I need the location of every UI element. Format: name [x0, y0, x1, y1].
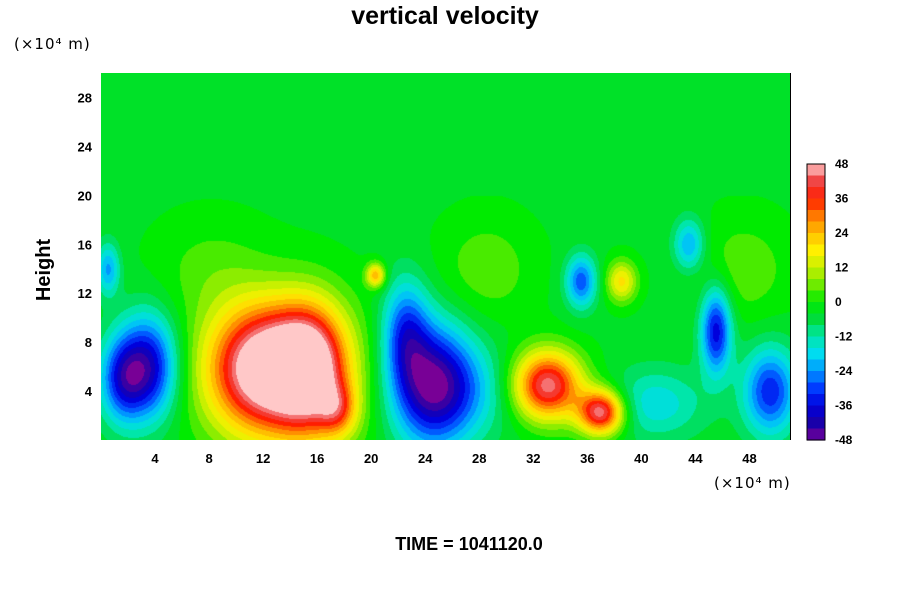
colorbar-swatch [807, 267, 825, 280]
y-tick-label: 28 [78, 90, 92, 105]
colorbar-swatch [807, 417, 825, 430]
x-tick-label: 4 [151, 451, 159, 466]
colorbar-swatch [807, 359, 825, 372]
colorbar-tick-label: -48 [835, 433, 853, 447]
colorbar-swatch [807, 428, 825, 441]
chart-title: vertical velocity [351, 2, 539, 30]
plot-area [101, 73, 790, 440]
colorbar-swatch [807, 371, 825, 384]
colorbar-swatch [807, 290, 825, 303]
y-axis-label: Height [33, 239, 55, 302]
colorbar-tick-label: -12 [835, 330, 853, 344]
colorbar-swatch [807, 198, 825, 211]
colorbar-tick-label: 12 [835, 261, 849, 275]
colorbar-tick-label: -36 [835, 399, 853, 413]
y-tick-label: 4 [85, 384, 93, 399]
x-tick-label: 48 [742, 451, 756, 466]
colorbar-tick-label: 24 [835, 226, 849, 240]
colorbar-swatch [807, 325, 825, 338]
colorbar-swatch [807, 256, 825, 269]
y-tick-label: 12 [78, 286, 92, 301]
colorbar-swatch [807, 233, 825, 246]
y-tick-label: 8 [85, 335, 92, 350]
x-tick-label: 36 [580, 451, 594, 466]
x-unit-label: (×10⁴ m) [714, 474, 791, 492]
colorbar-tick-label: 48 [835, 157, 849, 171]
colorbar-border [806, 163, 826, 441]
time-label: TIME = 1041120.0 [395, 534, 543, 554]
x-tick-label: 12 [256, 451, 270, 466]
x-tick-label: 44 [688, 451, 703, 466]
colorbar: 48 36 24 12 0 -12 -24 -36 -48 [806, 157, 853, 447]
colorbar-tick-label: 0 [835, 295, 842, 309]
colorbar-swatch [807, 302, 825, 315]
x-tick-label: 40 [634, 451, 648, 466]
colorbar-tick-label: 36 [835, 192, 849, 206]
x-tick-label: 28 [472, 451, 486, 466]
heatmap-canvas [101, 73, 790, 440]
colorbar-swatch [807, 279, 825, 292]
x-tick-labels: 4 8 12 16 20 24 28 32 36 40 44 48 [151, 451, 756, 466]
colorbar-swatch [807, 244, 825, 257]
colorbar-swatch [807, 336, 825, 349]
colorbar-swatch [807, 175, 825, 188]
colorbar-swatch [807, 348, 825, 361]
x-tick-label: 16 [310, 451, 324, 466]
y-tick-label: 24 [78, 139, 93, 154]
x-tick-label: 8 [205, 451, 212, 466]
colorbar-swatch [807, 382, 825, 395]
colorbar-swatch [807, 210, 825, 223]
colorbar-swatch [807, 187, 825, 200]
y-tick-labels: 4 8 12 16 20 24 28 [78, 90, 93, 399]
colorbar-swatch [807, 394, 825, 407]
y-tick-label: 20 [78, 188, 92, 203]
colorbar-swatch [807, 405, 825, 418]
colorbar-swatch [807, 313, 825, 326]
y-tick-label: 16 [78, 237, 92, 252]
x-tick-label: 32 [526, 451, 540, 466]
colorbar-swatch [807, 221, 825, 234]
x-tick-label: 24 [418, 451, 433, 466]
y-unit-label: (×10⁴ m) [14, 35, 91, 53]
colorbar-tick-label: -24 [835, 364, 853, 378]
colorbar-swatch [807, 164, 825, 177]
x-tick-label: 20 [364, 451, 378, 466]
